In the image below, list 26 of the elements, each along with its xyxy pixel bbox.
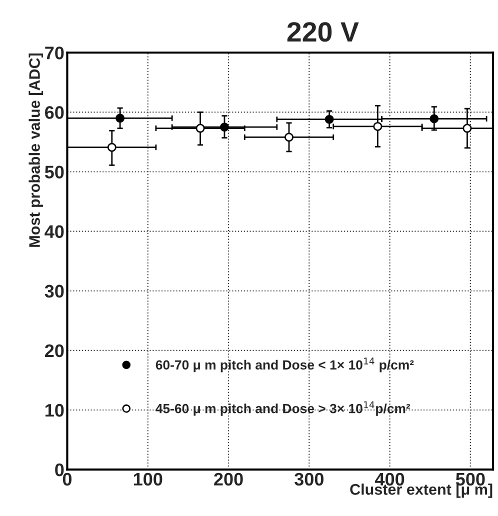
y-tick-label: 40 xyxy=(44,225,64,238)
y-axis-title: Most probable value [ADC] xyxy=(28,53,43,247)
point xyxy=(220,122,229,132)
y-tick-label: 60 xyxy=(45,106,64,119)
x-tick-label: 400 xyxy=(375,472,404,486)
point xyxy=(284,132,294,142)
y-tick-label: 50 xyxy=(44,166,64,178)
point xyxy=(430,114,439,124)
y-tick-label: 70 xyxy=(45,46,64,60)
x-tick-label: 300 xyxy=(294,472,324,486)
x-tick-label: 200 xyxy=(214,472,243,486)
point xyxy=(196,124,205,133)
y-tick-label: 20 xyxy=(44,344,64,358)
legend-label: 45-60 μ m pitch and Dose > 3× 10$^{14}$p/cm² xyxy=(156,401,410,416)
point xyxy=(324,114,334,124)
point xyxy=(373,122,382,131)
legend-label: 60-70 μ m pitch and Dose < 1× 10$^{14}$ p/cm² xyxy=(156,358,414,372)
y-tick-label: 10 xyxy=(46,404,64,417)
point xyxy=(462,124,472,133)
y-tick-label: 30 xyxy=(44,284,64,298)
x-tick-label: 500 xyxy=(456,472,485,486)
point xyxy=(116,114,125,123)
chart-title: 220 V xyxy=(287,22,359,42)
x-tick-label: 100 xyxy=(134,472,162,486)
y-tick-label: 0 xyxy=(55,463,64,476)
point xyxy=(107,142,116,152)
